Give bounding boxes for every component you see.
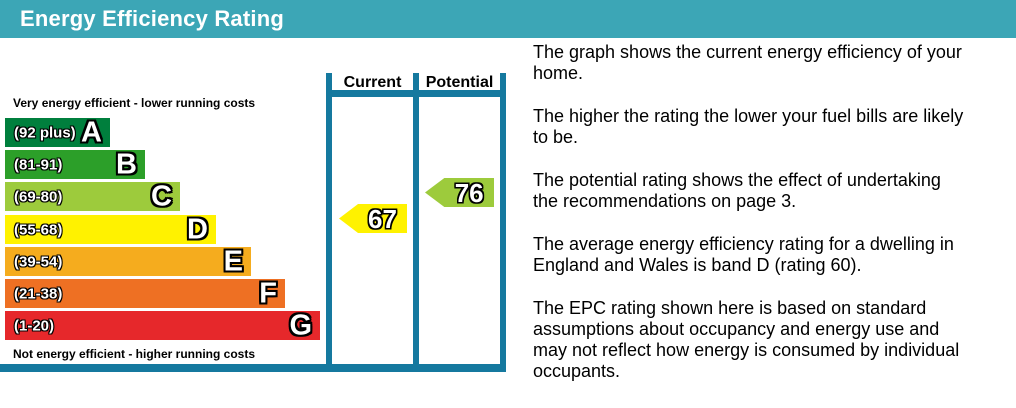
band-range-label: (81-91) [14, 156, 63, 173]
description-paragraph: The EPC rating shown here is based on st… [533, 298, 960, 381]
rating-band-C: (69-80) C [5, 182, 180, 211]
rating-band-B: (81-91) B [5, 150, 145, 179]
description-paragraph: The higher the rating the lower your fue… [533, 106, 964, 147]
rating-band-E: (39-54) E [5, 247, 251, 276]
current-column-header: Current [343, 74, 402, 91]
band-range-label: (1-20) [14, 317, 55, 334]
page-title: Energy Efficiency Rating [20, 6, 284, 31]
band-letter: G [289, 309, 312, 341]
potential-column-header: Potential [425, 74, 494, 91]
band-letter: C [151, 180, 172, 212]
band-letter: E [223, 245, 243, 277]
current-rating-arrow: 67 [339, 204, 407, 233]
band-letter: D [187, 213, 208, 245]
description-paragraph: The potential rating shows the effect of… [533, 170, 941, 211]
chart-bottom-border [0, 364, 506, 372]
rating-band-A: (92 plus) A [5, 118, 110, 147]
rating-bands: (92 plus) A (81-91) B (69-80) C (55-68) D (39-54… [5, 118, 325, 341]
band-range-label: (92 plus) [14, 124, 76, 141]
band-range-label: (55-68) [14, 221, 63, 238]
chart-column-border-left [326, 73, 332, 372]
chart-column-border-middle [413, 73, 419, 372]
bottom-axis-caption: Not energy efficient - higher running co… [13, 347, 256, 361]
rating-band-D: (55-68) D [5, 215, 216, 244]
band-letter: A [81, 116, 102, 148]
chart-column-border-right [500, 73, 506, 372]
top-axis-caption: Very energy efficient - lower running co… [13, 96, 256, 110]
description-paragraph: The graph shows the current energy effic… [533, 42, 962, 83]
band-letter: F [259, 277, 277, 309]
band-range-label: (69-80) [14, 188, 63, 205]
band-range-label: (21-38) [14, 285, 63, 302]
current-rating-value: 67 [368, 203, 397, 234]
description-text: The graph shows the current energy effic… [533, 42, 1013, 404]
band-letter: B [116, 148, 137, 180]
potential-rating-arrow: 76 [425, 178, 494, 207]
title-bar: Energy Efficiency Rating [0, 0, 1016, 38]
band-range-label: (39-54) [14, 253, 63, 270]
description-paragraph: The average energy efficiency rating for… [533, 234, 954, 275]
potential-rating-value: 76 [454, 177, 484, 208]
rating-band-G: (1-20) G [5, 311, 320, 340]
rating-band-F: (21-38) F [5, 279, 285, 308]
chart-header-underline [326, 90, 506, 97]
